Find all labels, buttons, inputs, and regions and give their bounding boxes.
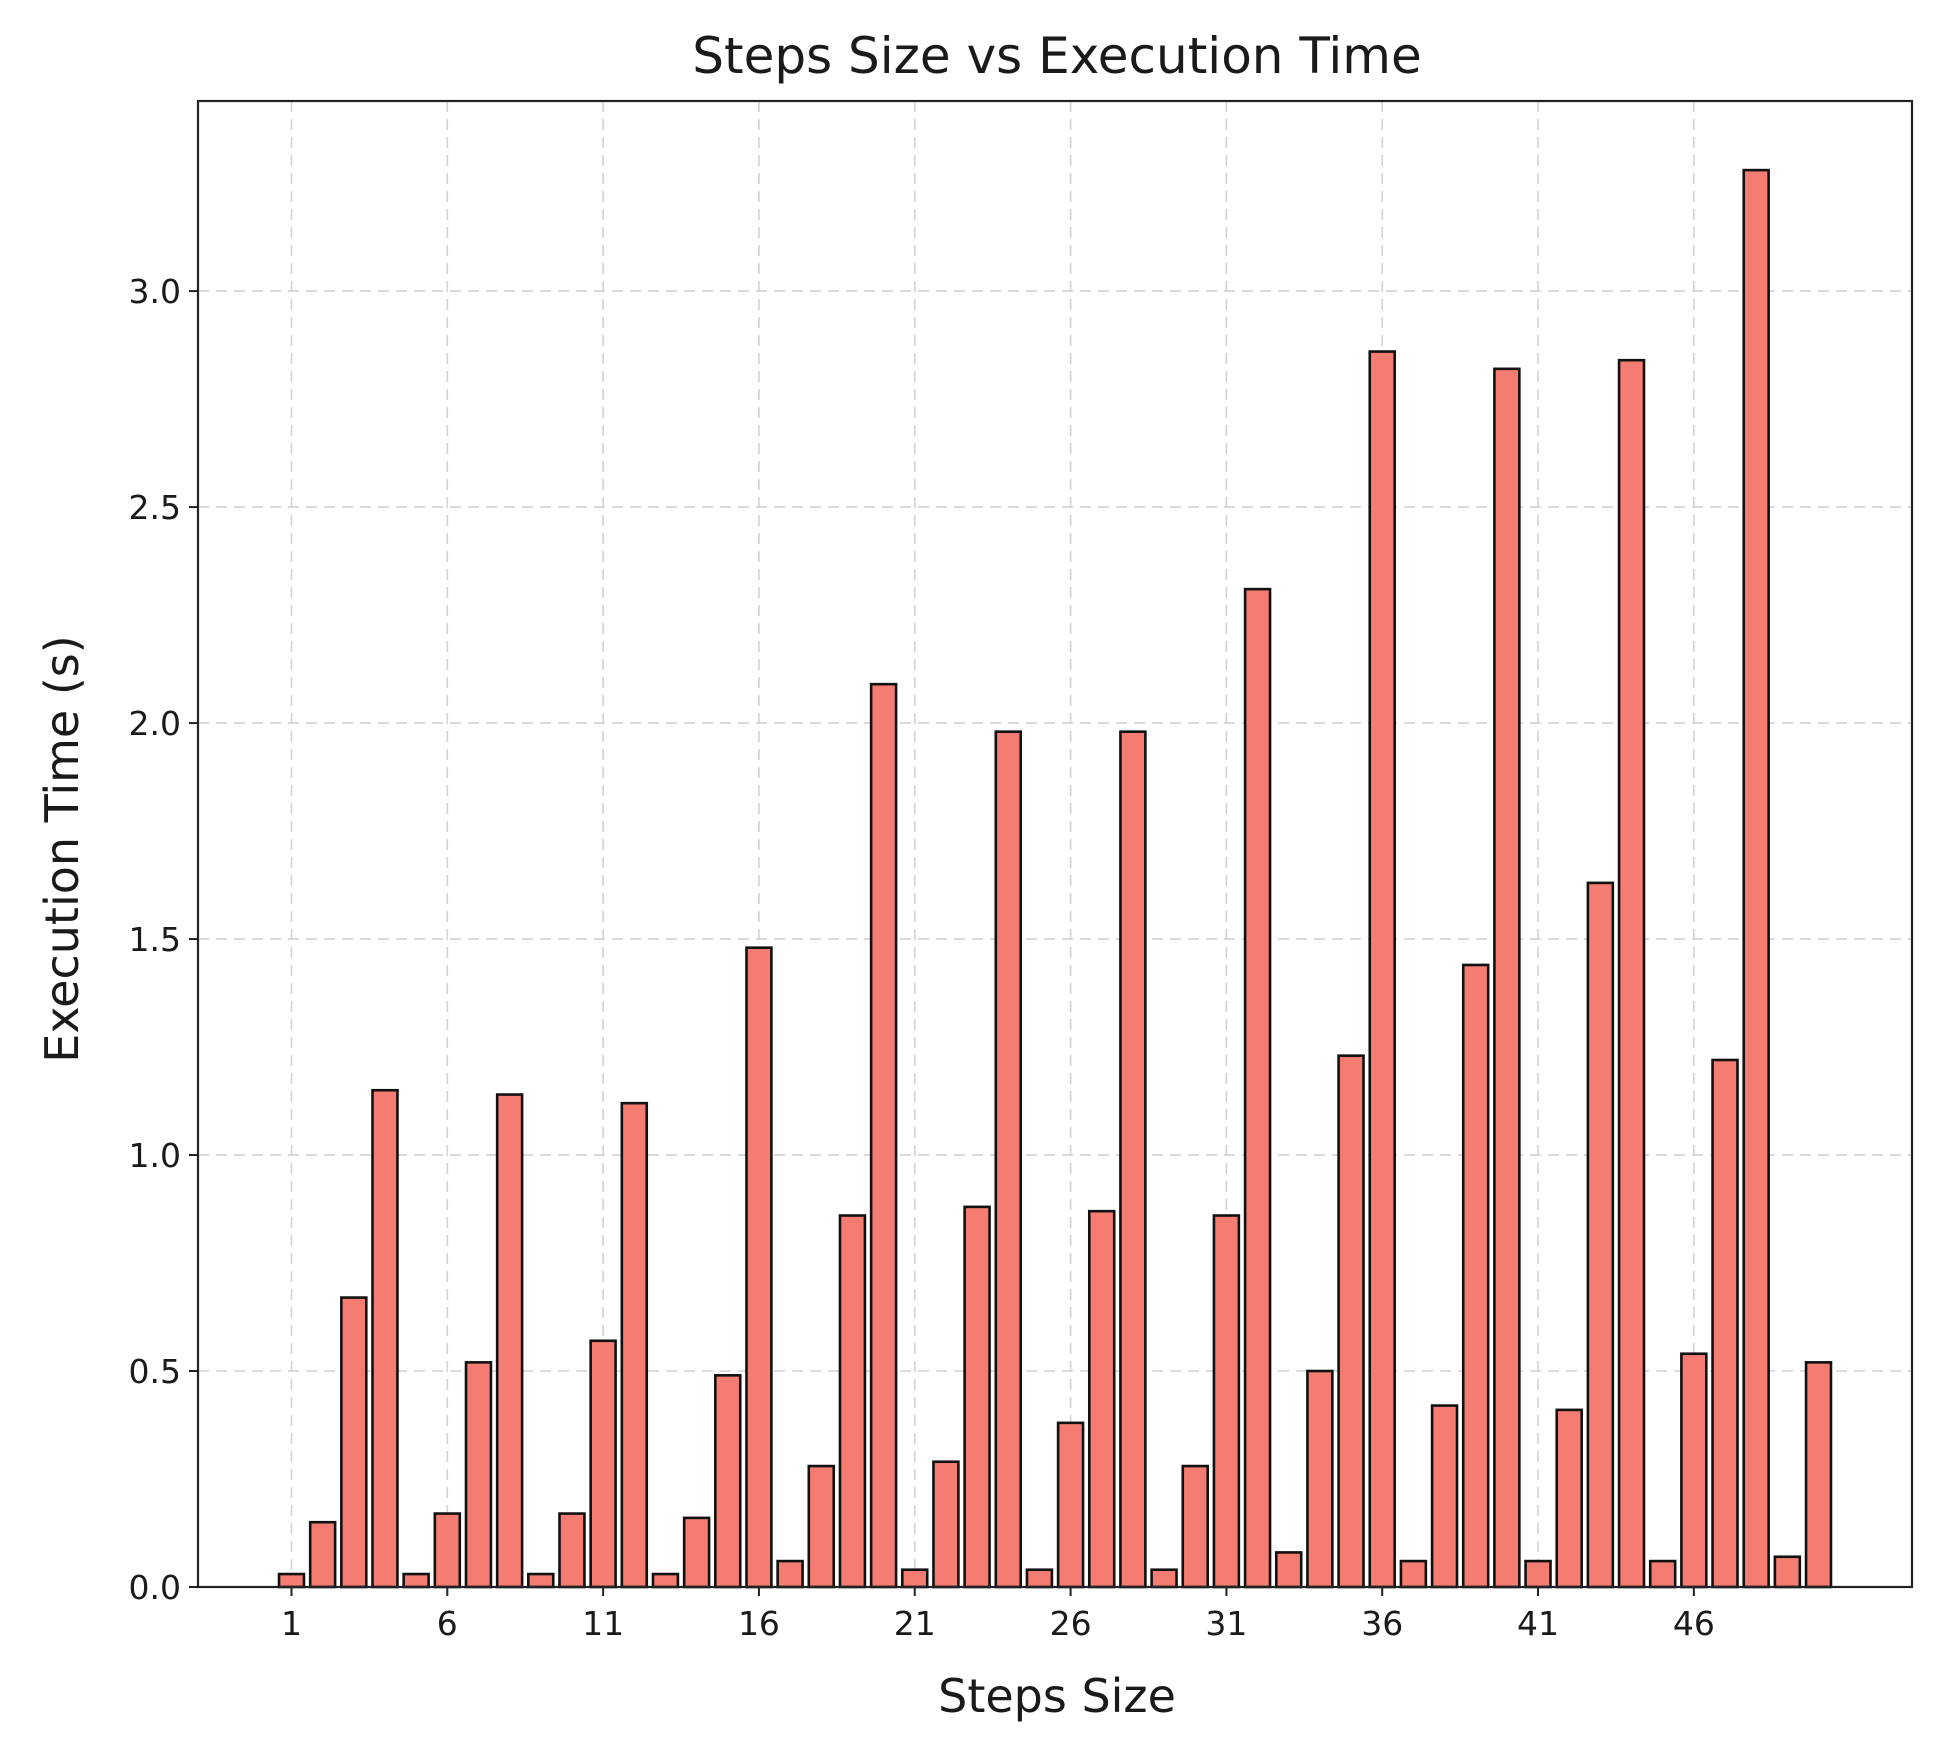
x-tick-label: 16 [738, 1604, 780, 1643]
bar [1150, 1568, 1178, 1589]
bar [651, 1572, 680, 1589]
bar [1337, 1054, 1365, 1589]
x-tick-label: 46 [1673, 1604, 1715, 1643]
bar [1274, 1551, 1303, 1589]
bar [527, 1572, 555, 1589]
bar [1648, 1559, 1677, 1589]
bar [1399, 1559, 1428, 1589]
y-tick-label: 1.5 [129, 920, 181, 959]
y-axis-label: Execution Time (s) [35, 635, 89, 1062]
plot-frame [196, 99, 1914, 1589]
bar [1680, 1352, 1708, 1589]
bar [745, 946, 773, 1589]
bar [994, 730, 1023, 1589]
bar [682, 1516, 711, 1589]
grid [198, 101, 1912, 1588]
bar [776, 1559, 804, 1589]
bar [1524, 1559, 1552, 1589]
y-tick-label: 0.5 [129, 1352, 181, 1391]
bar [1025, 1568, 1054, 1589]
chart-title: Steps Size vs Execution Time [692, 27, 1421, 85]
x-tick-label: 11 [582, 1604, 624, 1643]
bar [963, 1205, 991, 1589]
x-axis-label: Steps Size [938, 1669, 1176, 1723]
bar [620, 1101, 649, 1589]
x-tick-label: 36 [1361, 1604, 1403, 1643]
bar [1212, 1214, 1241, 1589]
bars [277, 168, 1833, 1589]
bar [1742, 168, 1770, 1589]
bar [495, 1093, 524, 1589]
axes: 1 6 11 16 21 26 31 36 41 460.00.51.01.52.02.53.0 [129, 99, 1914, 1643]
bar [1181, 1464, 1210, 1589]
bar [869, 682, 898, 1589]
bar [1586, 881, 1615, 1589]
bar [1461, 963, 1490, 1589]
bar [402, 1572, 430, 1589]
bar [1493, 367, 1521, 1589]
x-tick-label: 26 [1050, 1604, 1092, 1643]
bar [1368, 350, 1396, 1589]
bar [838, 1214, 867, 1589]
bar [932, 1460, 960, 1589]
bar [1711, 1058, 1739, 1589]
y-tick-label: 2.5 [129, 488, 181, 527]
bar [308, 1520, 337, 1589]
bar [1087, 1209, 1116, 1589]
bar [807, 1464, 836, 1589]
bar [340, 1296, 368, 1589]
bar [1056, 1421, 1085, 1589]
y-tick-label: 2.0 [129, 704, 181, 743]
bar [1306, 1369, 1334, 1589]
bar [1119, 730, 1147, 1589]
bar [1773, 1555, 1802, 1589]
x-tick-label: 6 [437, 1604, 458, 1643]
bar [900, 1568, 929, 1589]
bar [464, 1361, 493, 1589]
x-tick-label: 1 [281, 1604, 302, 1643]
bar [1243, 587, 1272, 1589]
y-tick-label: 1.0 [129, 1136, 181, 1175]
y-tick-label: 3.0 [129, 272, 181, 311]
x-tick-label: 41 [1517, 1604, 1559, 1643]
bar [1617, 358, 1646, 1589]
x-tick-label: 31 [1205, 1604, 1247, 1643]
bar [1430, 1404, 1459, 1589]
bar [589, 1339, 617, 1589]
bar [1555, 1408, 1583, 1589]
y-tick-label: 0.0 [129, 1568, 181, 1607]
bar [558, 1512, 586, 1589]
x-tick-label: 21 [894, 1604, 936, 1643]
bar [277, 1572, 306, 1589]
bar [433, 1512, 462, 1589]
bar [714, 1374, 742, 1589]
bar [371, 1088, 399, 1589]
bar [1804, 1361, 1833, 1589]
